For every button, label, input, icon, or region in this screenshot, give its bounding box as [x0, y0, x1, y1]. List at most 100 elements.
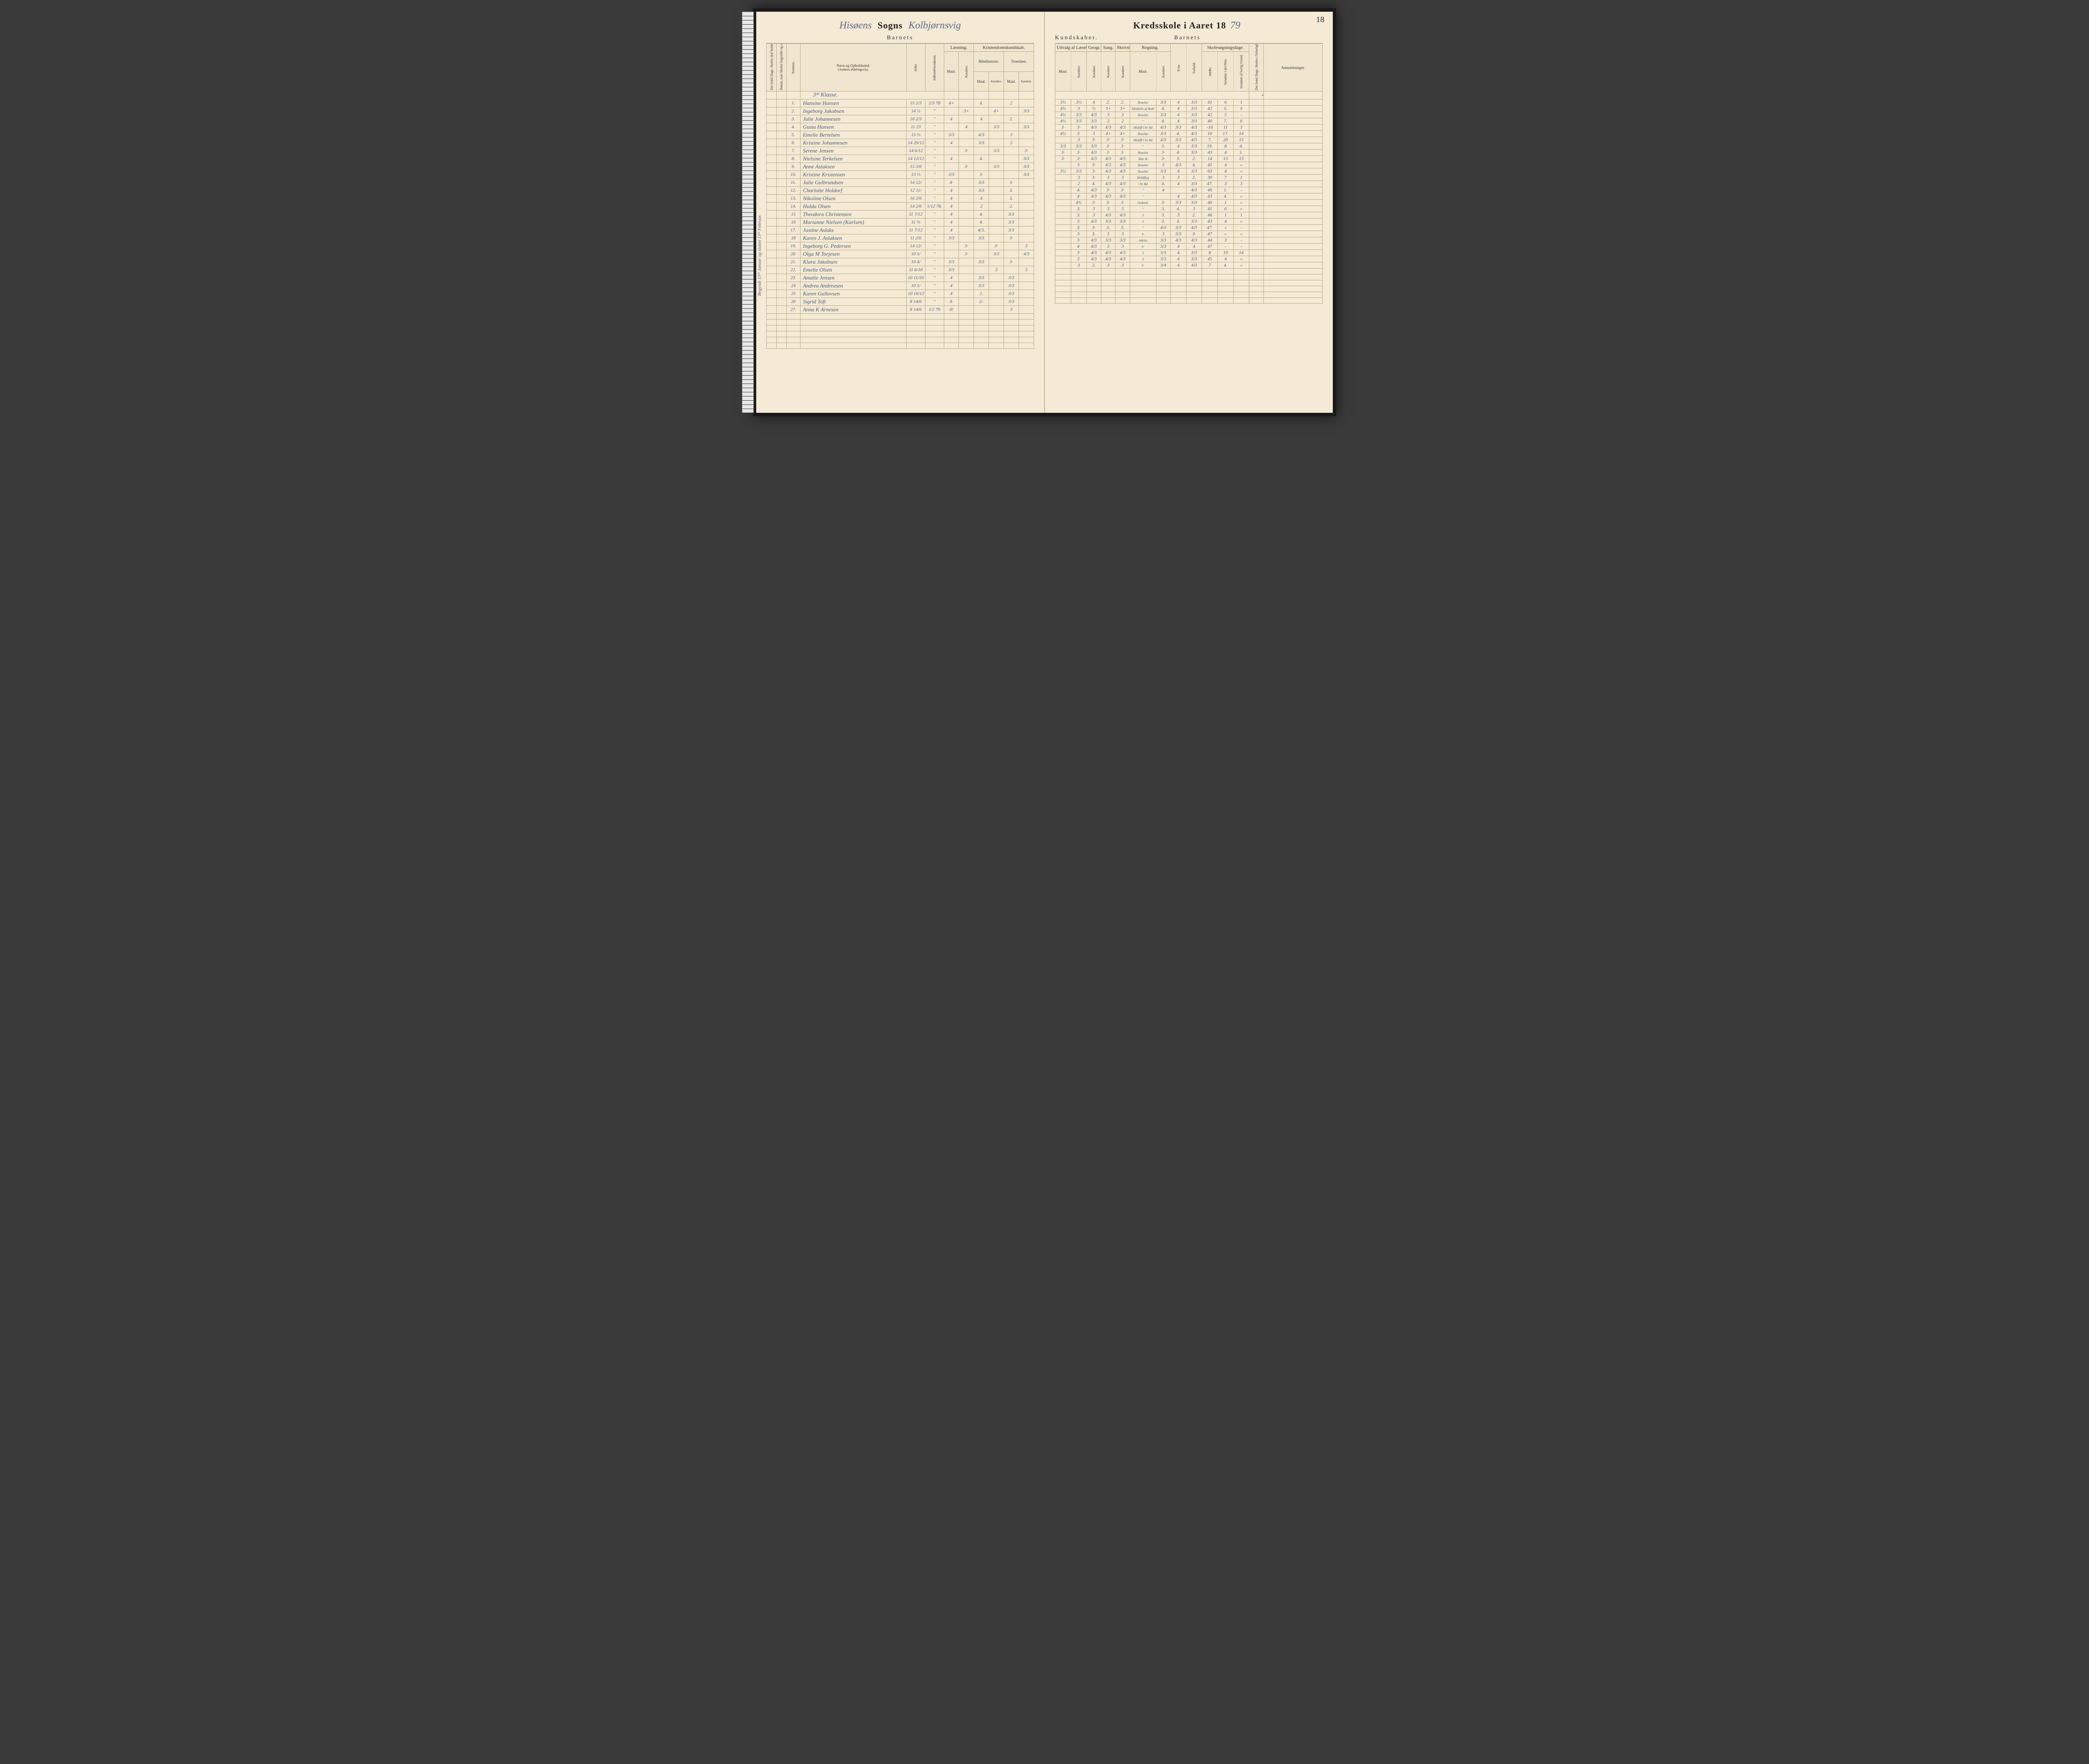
- col-t-maal: Maal.: [1004, 71, 1019, 92]
- table-row: 3½3/33·4/34/3Rosolut3/343/3634«: [1055, 168, 1323, 175]
- table-row: 3·3·4/34/34/3Middfl i br Bd4/33/34/3-161…: [1055, 125, 1323, 131]
- right-heading: Kredsskole i Aaret 18 79: [1055, 20, 1323, 31]
- table-row: 3·4/34/34/333/343/381914: [1055, 250, 1323, 256]
- table-row: 3.333"3.4.3416«: [1055, 206, 1323, 212]
- klasse-label: 3ᵈᵉ Klasse.: [800, 92, 944, 99]
- table-row: 3·3.333·33/33·47««: [1055, 231, 1323, 237]
- table-row: 3·3·4/34/3Rosolut34/34.454«: [1055, 162, 1323, 168]
- table-row: 3/33/33/33·3·"3.43/319.84.: [1055, 143, 1323, 150]
- sogns-label: Sogns: [877, 20, 902, 31]
- table-row: 4·4/3333·3/34447--: [1055, 244, 1323, 250]
- col-indtr: Indtrædelsesdatum.: [925, 44, 944, 92]
- table-row: 32.333·3/444/374.«: [1055, 262, 1323, 269]
- barnets-label-left: Barnets: [766, 35, 1034, 43]
- table-row: 33·33Middflyg332.3071: [1055, 175, 1323, 181]
- table-row: 4½3·34+4+Rosolut3/34.4/31017.14: [1055, 131, 1323, 137]
- col-datum: Datum, naar Skolen begynder og slutter h…: [776, 44, 786, 92]
- table-row: 3·4/33/33/333.4.3/3434«: [1055, 219, 1323, 225]
- table-row: 26Sigrid Toft8 14/6"4·2/.3/3: [767, 298, 1034, 306]
- table-row: 3·3·4/34/34/3Mar &3·3.2.141313: [1055, 156, 1323, 162]
- table-row: 4·4/34/34/3"44/3434.«: [1055, 193, 1323, 200]
- table-row: 9.Anne Aslaksen15 3/6"3·3/33/3: [767, 163, 1034, 171]
- col-sang: Sang.: [1101, 44, 1116, 52]
- table-row: 23.Amalie Jensen10 11/10"43/33/3: [767, 274, 1034, 282]
- col-u-maal: Maal.: [1055, 52, 1071, 92]
- kredsskole-label: Kredsskole i Aaret 18: [1133, 20, 1226, 31]
- barnets-label-right: Kundskaber. Barnets Kundskaber.: [1055, 35, 1323, 43]
- ledger-table-right: Udvalg af Læsebogen. Geogr. Sang. Skrivn…: [1055, 43, 1323, 304]
- col-bibel: Bibelhistorie.: [974, 52, 1004, 72]
- col-forhold: Forhold.: [1186, 44, 1202, 92]
- year-value: 79: [1230, 20, 1240, 31]
- col-fors1: forsømte i det Hele.: [1217, 52, 1233, 92]
- table-row: 14.Hulda Olsen14 2/61/12 78.422.: [767, 203, 1034, 211]
- table-row: 7.Serene Jensen14 6/12"3·3/33·: [767, 147, 1034, 155]
- ledger-right-page: 18 Kredsskole i Aaret 18 79 Kundskaber. B…: [1045, 12, 1333, 413]
- col-skriv: Skrivning.: [1116, 44, 1130, 52]
- table-row: 4½3/34/333Rosolut3/343/3425-: [1055, 112, 1323, 118]
- table-row: 10.Kristine Kristensen13 ⅓"3/33·3/3: [767, 171, 1034, 179]
- table-row: 27.Anna K Arnesen8 14/61/2 794!3: [767, 306, 1034, 314]
- page-number: 18: [1316, 15, 1324, 25]
- table-row: 1.Hansine Hansen15 2/32/3 784+4.2: [767, 99, 1034, 107]
- col-skolesog: Skolesøgningsdage.: [1202, 44, 1249, 52]
- col-alder: Alder.: [906, 44, 925, 92]
- col-b-kar: Karakter.: [989, 71, 1004, 92]
- table-row: 3·4/34/34/333/343/3454«: [1055, 256, 1323, 262]
- col-navn: Navn og Opholdssted. (Anføres afdelingsv…: [800, 44, 906, 92]
- table-row: 18Karen J. Aslaksen11 2/6"3/33/33·: [767, 234, 1034, 242]
- table-row: 13.Nikoline Olsen16 2/6"443.: [767, 195, 1034, 203]
- ledger-left-page: Hisøens Sogns Kolbjørnsvig Barnets Begyn…: [756, 12, 1045, 413]
- table-row: 5.Emelie Bertelsen15 ⅔"3/34/33: [767, 131, 1034, 139]
- right-total-days: 47.: [1249, 92, 1264, 99]
- col-days: Det Antal Dage, Skolen skal holdes i Kre…: [767, 44, 777, 92]
- col-anm: Anmærkninger.: [1263, 44, 1322, 92]
- col-u-kar: Karakter.: [1071, 52, 1087, 92]
- table-row: 3·3·4/33·3·Rosolut3·4·3/34341.: [1055, 150, 1323, 156]
- total-days: 47.: [767, 92, 777, 99]
- col-b-maal: Maal.: [974, 71, 989, 92]
- col-antal: Det Antal Dage, Skolen i Virkeligheden e…: [1249, 44, 1264, 92]
- left-heading: Hisøens Sogns Kolbjørnsvig: [766, 20, 1034, 31]
- table-row: 24.4/34/3i br Bd4.43/347.33: [1055, 181, 1323, 187]
- district-name: Kolbjørnsvig: [909, 20, 961, 31]
- table-row: 3.Julie Johannesen10 2/3"442.: [767, 115, 1034, 123]
- table-row: 17.Justine Aslaks11 7/12"44/3.3/3: [767, 226, 1034, 234]
- table-row: 4½3/33/322"4.43/3407.6: [1055, 118, 1323, 125]
- side-ruler: [742, 12, 754, 413]
- table-row: 11.Julie Gulbrandsen14 12/"4·3/33·: [767, 179, 1034, 187]
- table-row: 20.Olga M Torjesen10 5/"3·3/34/3: [767, 250, 1034, 258]
- table-row: 19.Ingeborg G. Pedersen14 12/"3·3·3: [767, 242, 1034, 250]
- table-row: 3.3·3.3."4/33/34/347.«-: [1055, 225, 1323, 231]
- col-l-maal: Maal.: [944, 52, 959, 92]
- table-row: 4½3½3+3+Middelm af Bodt4.43/3425.5: [1055, 106, 1323, 112]
- col-nummer: Nummer.: [786, 44, 800, 92]
- ledger-table-left: Det Antal Dage, Skolen skal holdes i Kre…: [766, 43, 1034, 349]
- table-row: 24Andrea Andreasen10 5/"43/33/3: [767, 282, 1034, 290]
- col-r-maal: Maal.: [1130, 52, 1156, 92]
- table-row: 22.Emelie Olsen11 6/10"3/333: [767, 266, 1034, 274]
- table-row: 4½3·3·3·Ordentl.3·3/33/3461«: [1055, 200, 1323, 206]
- table-row: 8.Nielsine Terkelsen14 12/12"44.3/3: [767, 155, 1034, 163]
- col-t-kar: Karakter.: [1019, 71, 1034, 92]
- col-s-kar: Karakter.: [1101, 52, 1116, 92]
- table-row: 12.Charlotte Holdorf12 11/"43/33.: [767, 187, 1034, 195]
- table-row: 15Theodora Christensen11 7/12"44.3/3: [767, 211, 1034, 219]
- table-row: 3.34/34/333.32.4611: [1055, 212, 1323, 219]
- col-kristendom: Kristendomskundskab.: [974, 44, 1034, 52]
- table-row: 21.Klara Jakobsen10 4/"3/33/33·: [767, 258, 1034, 266]
- margin-term-note: Begyndt 13ᵈᵉ Januar og sluttet 13ᵈᵉ Febr…: [757, 129, 762, 296]
- col-troes: Troeslære.: [1004, 52, 1034, 72]
- col-regning: Regning.: [1130, 44, 1170, 52]
- col-udvalg: Udvalg af Læsebogen.: [1055, 44, 1087, 52]
- col-r-kar: Karakter.: [1156, 52, 1171, 92]
- col-laesning: Læsning.: [944, 44, 974, 52]
- col-modte: mødte.: [1202, 52, 1218, 92]
- table-row: 33·3·3·Middfl i br Bd4/33/34/37.2015: [1055, 137, 1323, 143]
- table-row: 3½3½42.2.Rosolut3/343/34161: [1055, 99, 1323, 106]
- col-l-kar: Karakter.: [959, 52, 974, 92]
- col-g-kar: Karakter.: [1087, 52, 1101, 92]
- parish-name: Hisøens: [839, 20, 872, 31]
- table-row: 4.Gusta Hansen11 23"43/33/3: [767, 123, 1034, 131]
- col-evne: Evne.: [1171, 44, 1187, 92]
